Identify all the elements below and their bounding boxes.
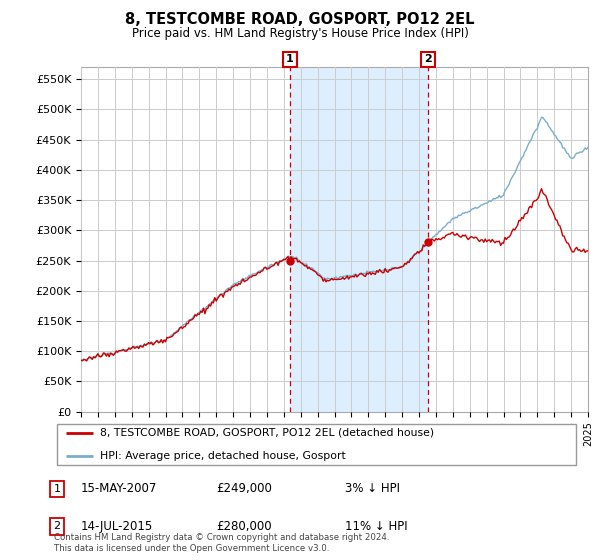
Text: Contains HM Land Registry data © Crown copyright and database right 2024.
This d: Contains HM Land Registry data © Crown c… [54,533,389,553]
Text: 3% ↓ HPI: 3% ↓ HPI [345,482,400,496]
Text: £249,000: £249,000 [216,482,272,496]
Text: HPI: Average price, detached house, Gosport: HPI: Average price, detached house, Gosp… [100,451,346,461]
Text: 1: 1 [286,54,294,64]
Text: 2: 2 [53,521,61,531]
Text: £280,000: £280,000 [216,520,272,533]
Text: 8, TESTCOMBE ROAD, GOSPORT, PO12 2EL: 8, TESTCOMBE ROAD, GOSPORT, PO12 2EL [125,12,475,27]
Bar [290,67,428,412]
Text: 14-JUL-2015: 14-JUL-2015 [81,520,153,533]
FancyBboxPatch shape [56,424,577,465]
Text: 1: 1 [53,484,61,494]
Text: Price paid vs. HM Land Registry's House Price Index (HPI): Price paid vs. HM Land Registry's House … [131,27,469,40]
Text: 2: 2 [424,54,432,64]
Text: 15-MAY-2007: 15-MAY-2007 [81,482,157,496]
Text: 8, TESTCOMBE ROAD, GOSPORT, PO12 2EL (detached house): 8, TESTCOMBE ROAD, GOSPORT, PO12 2EL (de… [100,428,434,438]
Text: 11% ↓ HPI: 11% ↓ HPI [345,520,407,533]
